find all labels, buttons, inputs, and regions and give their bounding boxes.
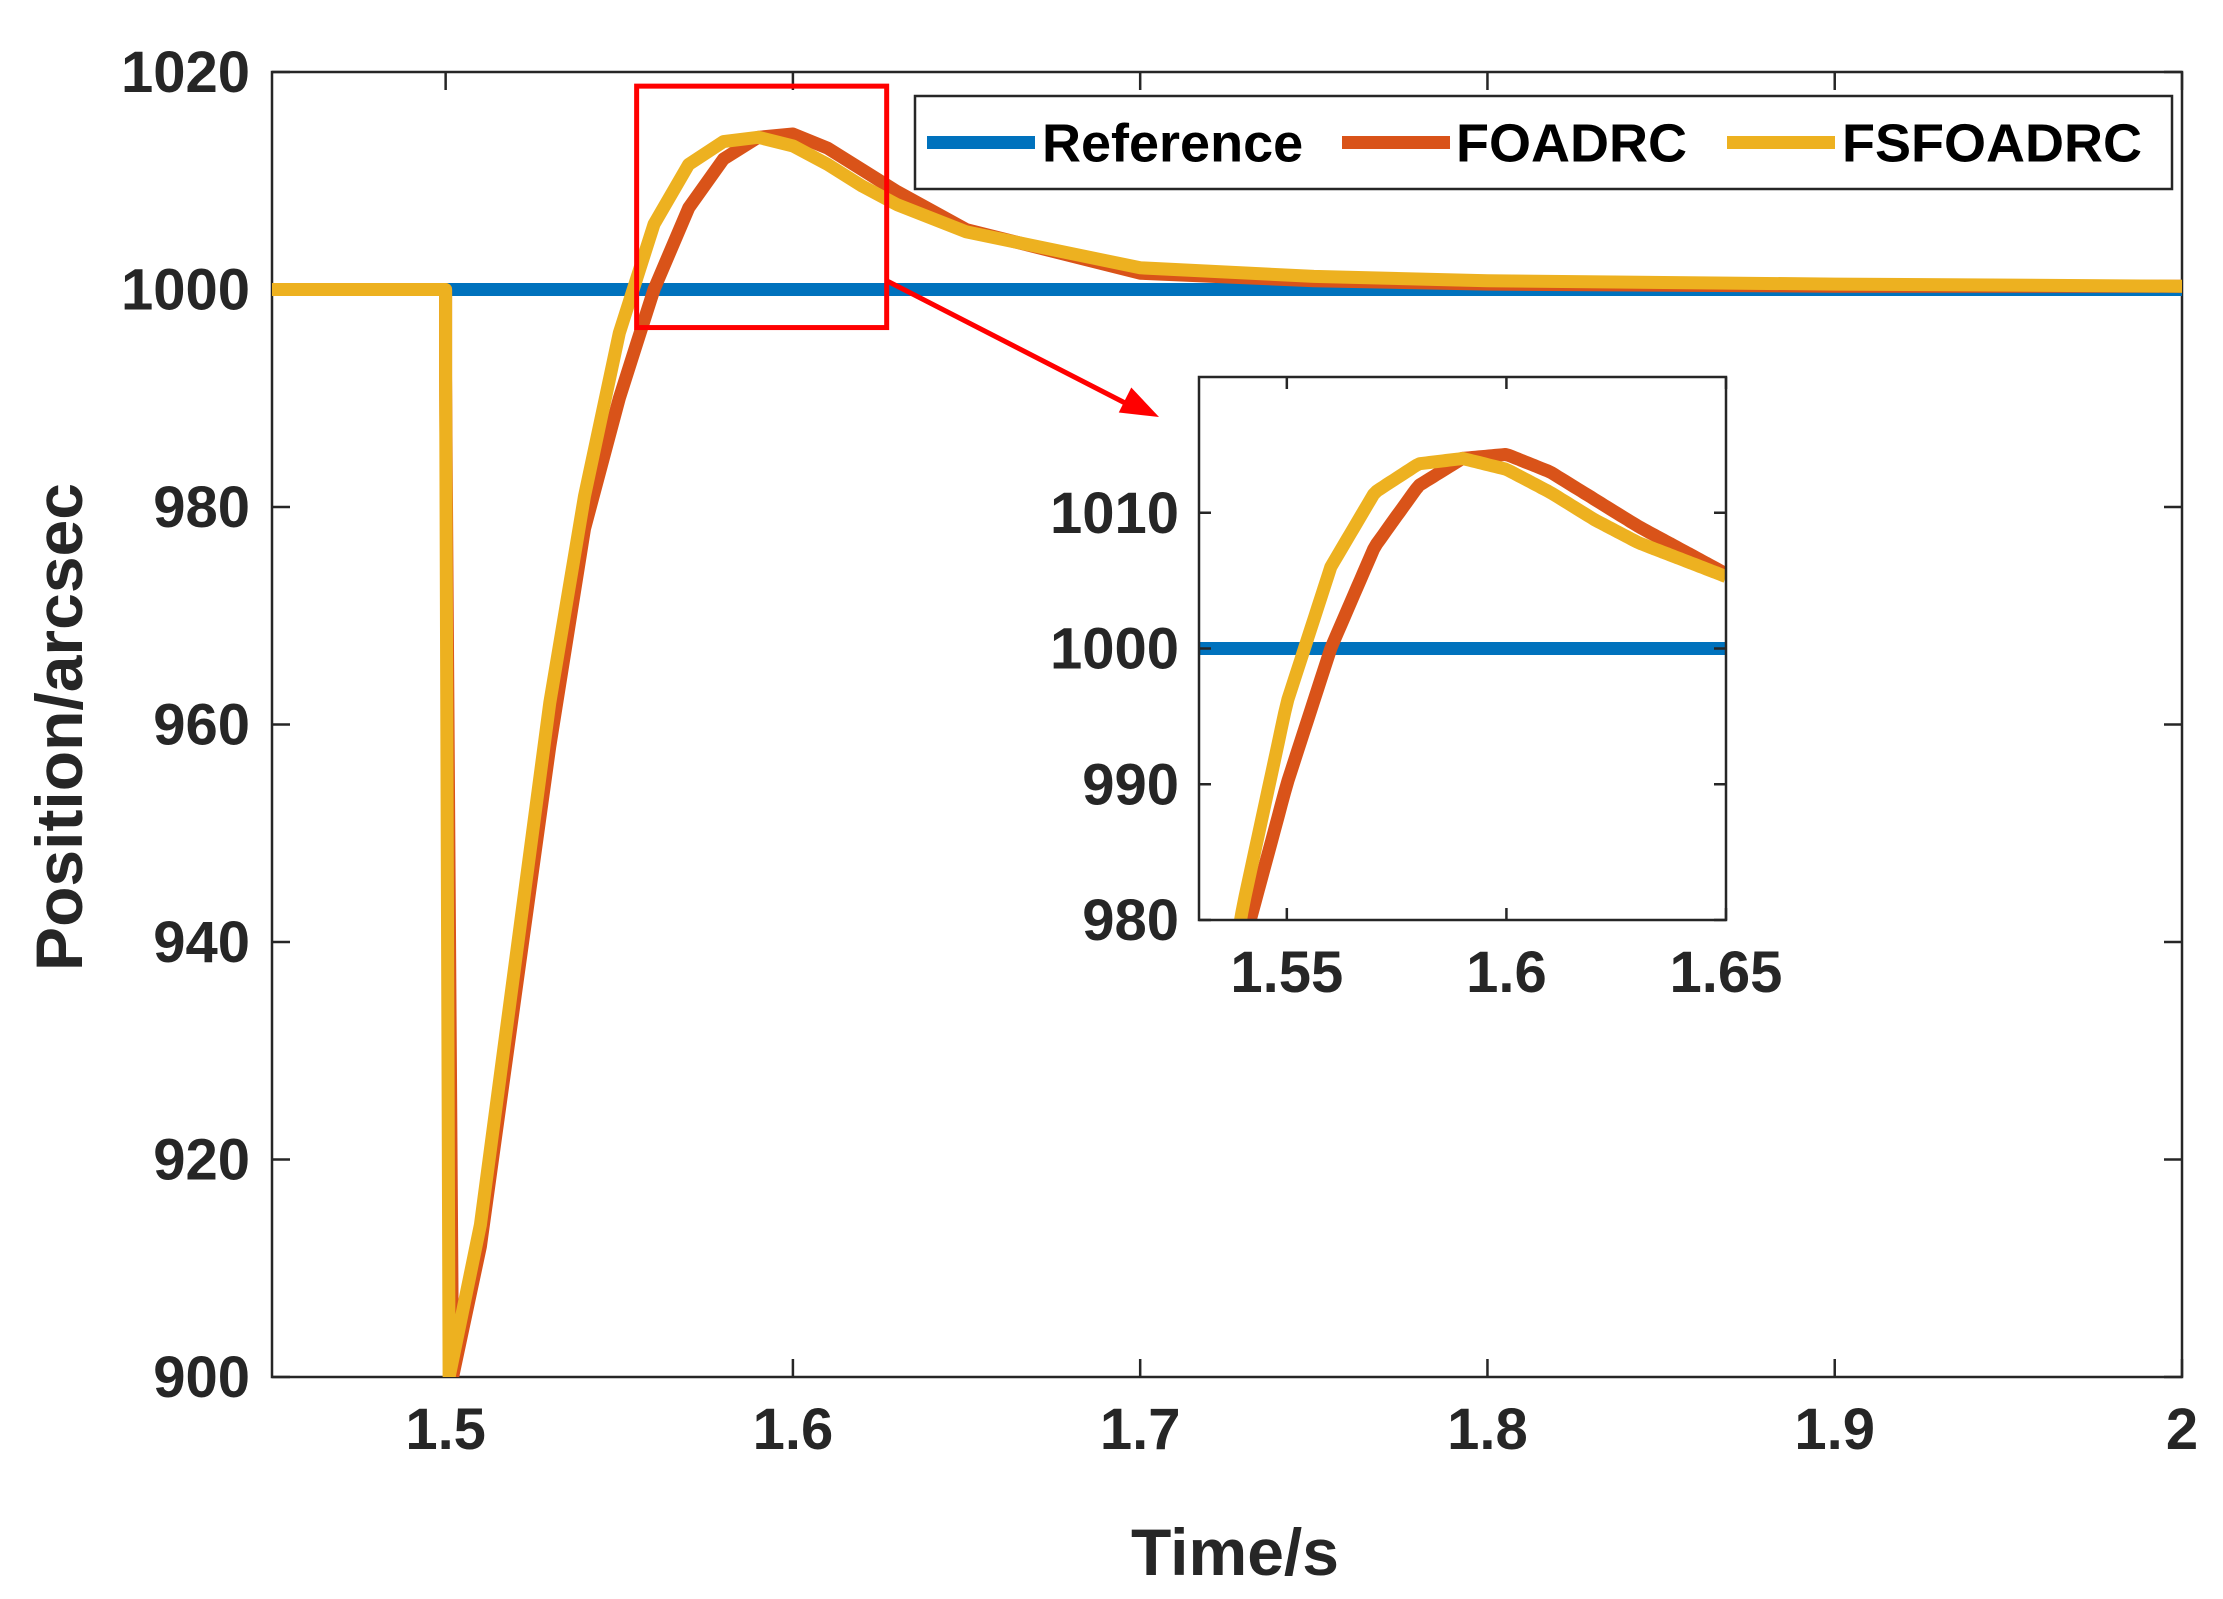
y-tick-label: 920 (153, 1128, 250, 1193)
zoom-box (634, 83, 1159, 417)
legend-label: FOADRC (1456, 114, 1687, 174)
y-tick-label: 900 (153, 1345, 250, 1410)
y-axis-label: Position/arcsec (22, 483, 96, 971)
series-line-fsfoadrc (272, 130, 2182, 1377)
x-axis-label: Time/s (1131, 1515, 1339, 1589)
y-tick-label: 1000 (121, 258, 250, 323)
legend-item-foadrc: FOADRC (1342, 114, 1687, 174)
zoom-rectangle (634, 83, 890, 331)
inset-plot-area (1199, 448, 1726, 920)
inset-y-tick-label: 980 (1082, 888, 1179, 953)
inset-y-tick-label: 1000 (1050, 617, 1179, 682)
x-tick-label: 1.7 (1100, 1397, 1181, 1462)
zoom-arrow-line (885, 278, 1131, 408)
x-tick-label: 1.9 (1794, 1397, 1875, 1462)
inset-chart: 1.55 1.6 1.65 980 990 1000 1010 (1050, 375, 1783, 1005)
legend-label: FSFOADRC (1842, 114, 2142, 174)
legend-item-reference: Reference (927, 114, 1303, 174)
inset-x-tick-label: 1.55 (1230, 940, 1343, 1005)
main-plot-area (272, 127, 2182, 1377)
zoom-arrow-head (1118, 387, 1159, 417)
inset-y-tick-label: 990 (1082, 752, 1179, 817)
inset-y-tick-label: 1010 (1050, 481, 1179, 546)
x-tick-label: 1.6 (753, 1397, 834, 1462)
legend-box (913, 94, 2174, 191)
legend: Reference FOADRC FSFOADRC (913, 94, 2174, 191)
main-axes: 1.5 1.6 1.7 1.8 1.9 2 900 920 940 960 980 1000 1020 (121, 40, 2198, 1462)
legend-label: Reference (1042, 114, 1303, 174)
inset-series-line-fsfoadrc (1233, 451, 1726, 920)
x-tick-label: 1.5 (405, 1397, 486, 1462)
y-tick-label: 960 (153, 693, 250, 758)
x-tick-label: 2 (2166, 1397, 2198, 1462)
y-tick-label: 1020 (121, 40, 250, 105)
legend-item-fsfoadrc: FSFOADRC (1727, 114, 2142, 174)
y-tick-label: 980 (153, 475, 250, 540)
y-tick-label: 940 (153, 910, 250, 975)
inset-x-tick-label: 1.6 (1466, 940, 1547, 1005)
x-tick-label: 1.8 (1447, 1397, 1528, 1462)
inset-x-tick-label: 1.65 (1670, 940, 1783, 1005)
